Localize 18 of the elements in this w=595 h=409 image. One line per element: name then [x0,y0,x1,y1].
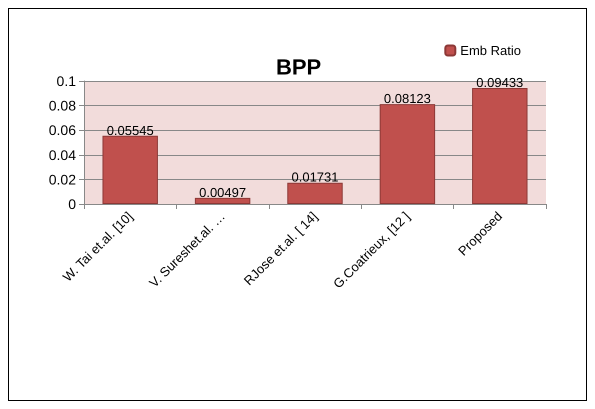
y-tick-label: 0 [68,196,76,212]
bar [287,182,343,204]
bar [380,104,436,204]
y-tick-label: 0.04 [48,146,76,163]
bar [472,88,528,204]
chart-title: BPP [276,54,322,80]
y-tick-label: 0.02 [48,171,76,188]
data-label: 0.00497 [199,184,246,200]
y-tick-label: 0.1 [56,73,76,89]
y-tick-label: 0.06 [48,122,76,138]
data-label: 0.08123 [384,91,431,106]
data-label: 0.05545 [106,122,154,138]
data-label: 0.09433 [476,74,524,90]
bar [102,136,158,204]
y-tick-label: 0.08 [48,98,76,114]
data-label: 0.01731 [292,170,338,185]
legend-label: Emb Ratio [460,43,522,58]
bar [194,198,250,204]
